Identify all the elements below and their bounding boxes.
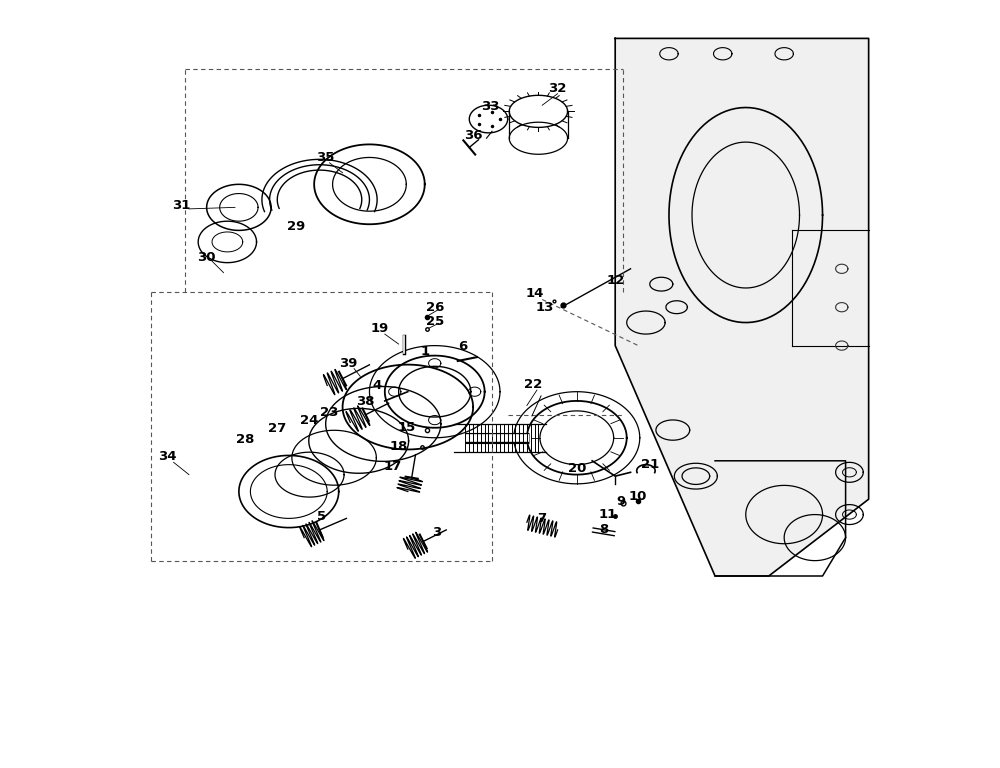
Text: 36: 36 [464,130,482,142]
Text: 19: 19 [370,323,389,335]
Text: 10: 10 [629,491,647,503]
Text: 11: 11 [598,508,617,521]
Text: 34: 34 [158,451,177,463]
Text: 6: 6 [459,340,468,353]
Text: 8: 8 [599,524,608,536]
Text: 23: 23 [320,406,339,419]
Text: 22: 22 [524,378,542,390]
Text: 21: 21 [641,458,659,471]
Polygon shape [615,38,869,576]
Text: 27: 27 [268,422,286,435]
Text: 29: 29 [287,220,306,233]
Text: 18: 18 [389,441,408,453]
Text: 39: 39 [340,357,358,369]
Text: 1: 1 [421,346,430,358]
Text: 7: 7 [537,512,546,525]
Text: 35: 35 [316,151,334,164]
Text: 15: 15 [397,422,415,434]
Text: 20: 20 [568,462,586,475]
Text: 31: 31 [172,199,190,211]
Text: 28: 28 [236,433,254,445]
Text: 9: 9 [617,495,626,508]
Text: 14: 14 [525,287,544,300]
Text: 4: 4 [372,379,382,392]
Text: 32: 32 [548,82,567,94]
Text: 26: 26 [426,301,444,313]
Text: 3: 3 [432,526,442,538]
Text: 12: 12 [606,274,624,286]
Text: 38: 38 [356,396,375,408]
Text: 25: 25 [426,315,444,327]
Text: 24: 24 [300,415,319,427]
Text: 17: 17 [383,460,402,472]
Text: 33: 33 [481,101,499,113]
Text: 13: 13 [535,301,554,313]
Text: 5: 5 [317,511,326,523]
Text: 30: 30 [197,251,216,263]
